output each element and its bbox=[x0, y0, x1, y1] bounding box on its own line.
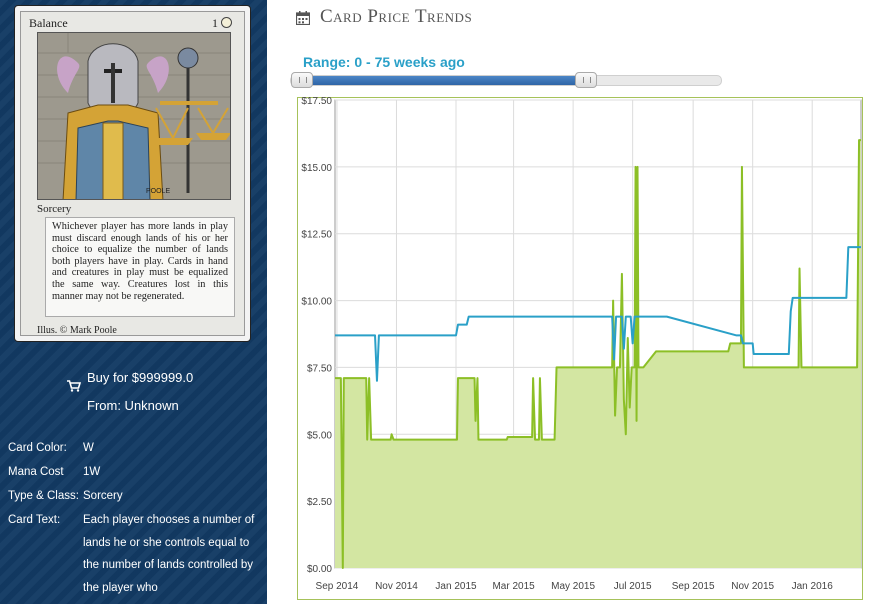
x-tick-label: Nov 2014 bbox=[375, 581, 418, 592]
y-tick-label: $15.00 bbox=[301, 163, 332, 174]
price-trend-chart: $0.00 $2.50 $5.00 $7.50 $10.00 $12.50 $15.00 $1… bbox=[297, 97, 863, 600]
card-cost: 1 bbox=[212, 16, 232, 31]
card-sidebar: Balance 1 bbox=[0, 0, 267, 604]
series-area-green bbox=[335, 140, 861, 568]
card-cost-value: 1 bbox=[212, 16, 218, 30]
range-slider-fill bbox=[295, 76, 579, 85]
range-slider[interactable] bbox=[290, 72, 722, 88]
x-tick-label: Jan 2015 bbox=[435, 581, 477, 592]
range-slider-handle-end[interactable] bbox=[574, 72, 597, 88]
range-slider-handle-start[interactable] bbox=[291, 72, 313, 88]
x-tick-label: Sep 2014 bbox=[316, 581, 359, 592]
property-value: Each player chooses a number of lands he… bbox=[83, 514, 255, 594]
x-tick-label: Mar 2015 bbox=[492, 581, 535, 592]
y-tick-label: $5.00 bbox=[307, 430, 332, 441]
shopping-cart-icon bbox=[67, 380, 82, 392]
seller-label: From: Unknown bbox=[87, 398, 179, 413]
card-rules-text: Whichever player has more lands in play … bbox=[45, 217, 235, 317]
card-art: POOLE bbox=[37, 32, 231, 200]
card-image: Balance 1 bbox=[14, 5, 251, 342]
buy-price-link[interactable]: Buy for $999999.0 bbox=[87, 370, 194, 385]
card-type-line: Sorcery bbox=[37, 203, 72, 215]
y-tick-label: $7.50 bbox=[307, 363, 332, 374]
card-artist-line: Illus. © Mark Poole bbox=[37, 325, 117, 336]
y-tick-label: $10.00 bbox=[301, 297, 332, 308]
card-name: Balance bbox=[29, 16, 68, 30]
x-tick-label: May 2015 bbox=[551, 581, 595, 592]
balance-artwork: POOLE bbox=[38, 33, 230, 199]
card-frame: Balance 1 bbox=[20, 11, 245, 336]
calendar-icon bbox=[296, 11, 310, 25]
property-key: Card Color: bbox=[8, 442, 67, 454]
price-chart-svg: $0.00 $2.50 $5.00 $7.50 $10.00 $12.50 $15.00 $1… bbox=[297, 97, 863, 600]
x-tick-label: Nov 2015 bbox=[731, 581, 774, 592]
artist-signature: POOLE bbox=[146, 188, 170, 195]
property-key: Type & Class: bbox=[8, 490, 79, 502]
x-tick-label: Sep 2015 bbox=[672, 581, 715, 592]
series-line-blue bbox=[335, 246, 861, 382]
y-tick-label: $2.50 bbox=[307, 497, 332, 508]
y-tick-label: $17.50 bbox=[301, 97, 332, 107]
property-value: W bbox=[83, 442, 94, 454]
property-value: Sorcery bbox=[83, 490, 123, 502]
y-tick-label: $12.50 bbox=[301, 230, 332, 241]
y-tick-label: $0.00 bbox=[307, 564, 332, 575]
range-label: Range: 0 - 75 weeks ago bbox=[303, 54, 465, 70]
x-tick-label: Jan 2016 bbox=[792, 581, 834, 592]
property-key: Mana Cost bbox=[8, 466, 64, 478]
property-value: 1W bbox=[83, 466, 101, 478]
page-title: Card Price Trends bbox=[320, 6, 473, 27]
property-key: Card Text: bbox=[8, 514, 61, 526]
white-mana-icon bbox=[221, 17, 232, 28]
x-tick-label: Jul 2015 bbox=[614, 581, 652, 592]
